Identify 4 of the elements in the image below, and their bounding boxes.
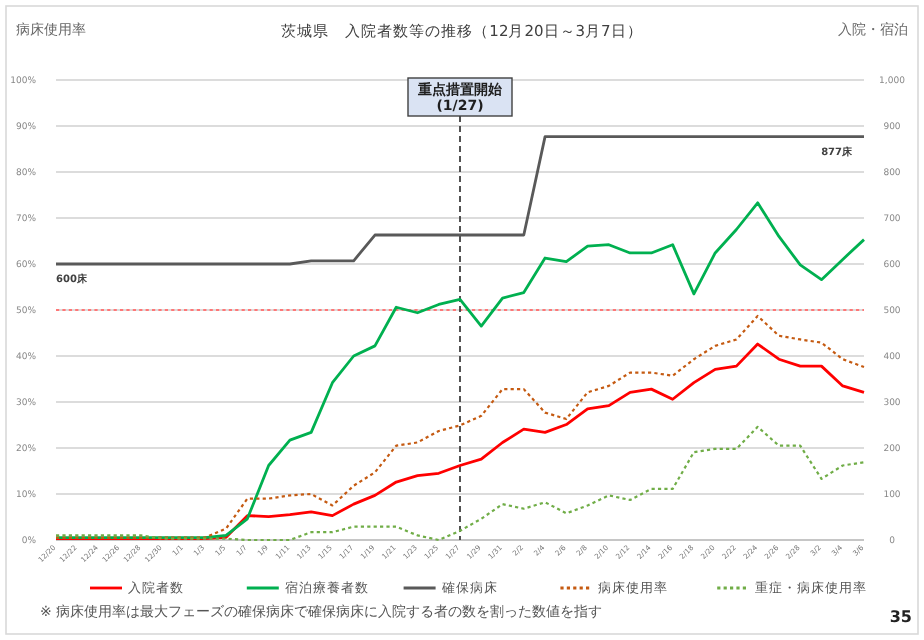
line-series (54, 425, 866, 542)
line-series (54, 135, 866, 266)
line-series (54, 201, 866, 540)
text: 35 (889, 608, 913, 626)
